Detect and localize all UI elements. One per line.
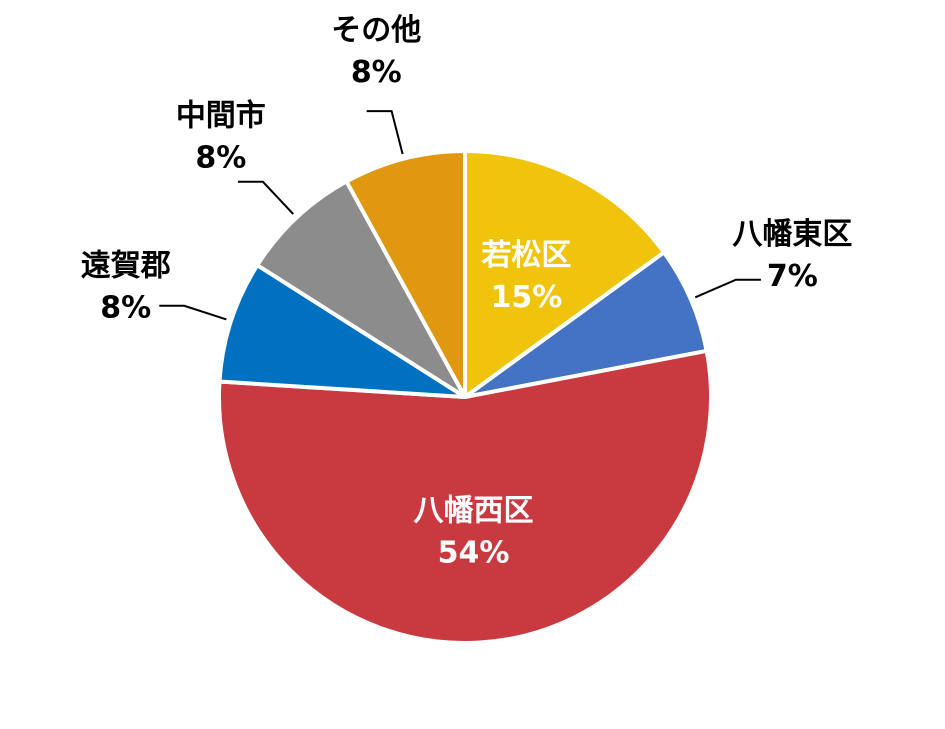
- pie-slice: [343, 148, 467, 398]
- slice-value-label: 8%: [100, 290, 151, 325]
- pie-slice: [254, 178, 467, 399]
- leader-line: [694, 278, 761, 299]
- slice-value-label: 15%: [491, 280, 563, 315]
- slice-label: 八幡西区: [413, 494, 533, 529]
- leader-line: [237, 180, 294, 215]
- slice-value-label: 8%: [195, 140, 246, 175]
- leader-line: [366, 110, 404, 155]
- pie-slice: [463, 148, 667, 401]
- pie-slice: [217, 348, 713, 645]
- slice-label: 中間市: [176, 98, 266, 133]
- slice-value-label: 8%: [351, 55, 402, 90]
- slice-label: 遠賀郡: [81, 248, 171, 283]
- pie-slice: [217, 262, 467, 399]
- slice-label: 八幡東区: [732, 217, 852, 252]
- slice-label: その他: [331, 13, 421, 48]
- leader-line: [159, 304, 227, 321]
- slice-value-label: 54%: [438, 536, 510, 571]
- slice-label: 若松区: [481, 238, 571, 273]
- slice-value-label: 7%: [767, 259, 818, 294]
